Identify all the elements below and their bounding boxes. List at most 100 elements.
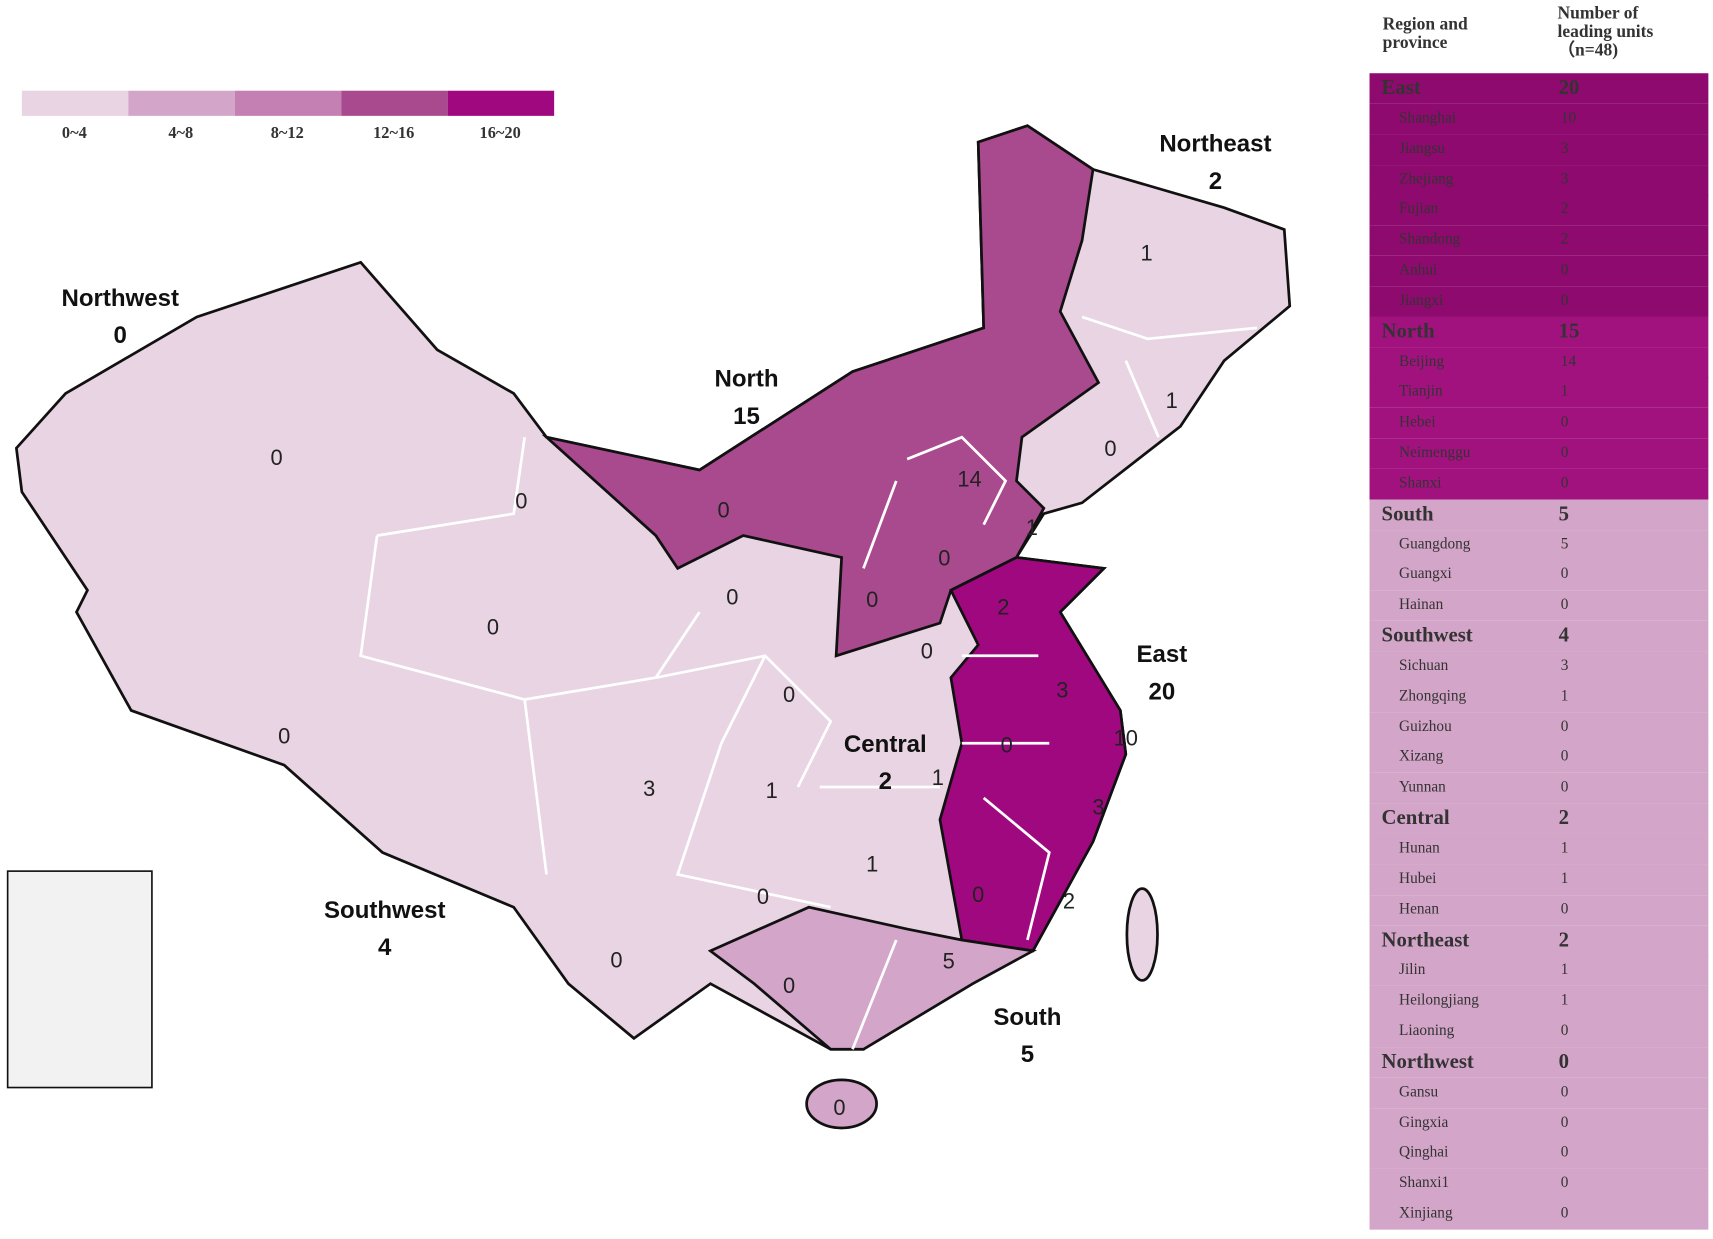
province-count: 1 bbox=[1560, 384, 1569, 401]
region-total: 20 bbox=[1148, 678, 1175, 705]
province-value: 10 bbox=[1114, 726, 1138, 751]
south-region bbox=[707, 905, 1038, 1051]
group-row: South 5 bbox=[1369, 499, 1709, 530]
province-name: Zhejiang bbox=[1399, 171, 1454, 188]
province-value: 1 bbox=[766, 778, 778, 803]
legend-label: 8~12 bbox=[271, 123, 304, 142]
province-row: Shanxi1 0 bbox=[1369, 1168, 1709, 1200]
province-name: Hainan bbox=[1399, 597, 1444, 614]
region-total: 5 bbox=[1021, 1041, 1034, 1068]
province-name: Shanxi bbox=[1399, 475, 1442, 492]
province-count: 0 bbox=[1560, 1175, 1569, 1192]
province-value: 3 bbox=[643, 776, 655, 801]
province-count: 0 bbox=[1560, 292, 1569, 310]
region-name: Central bbox=[1381, 806, 1450, 830]
province-row: Tianjin 1 bbox=[1369, 377, 1709, 409]
table-header: Number of leading units （n=48) bbox=[1557, 4, 1654, 61]
province-row: Shanghai 10 bbox=[1369, 103, 1709, 135]
province-row: Jiangxi 0 bbox=[1369, 286, 1709, 317]
province-count: 0 bbox=[1560, 749, 1569, 766]
province-count: 1 bbox=[1560, 992, 1569, 1010]
province-value: 1 bbox=[1140, 240, 1152, 265]
province-borders bbox=[359, 315, 1258, 1050]
province-row: Hubei 1 bbox=[1369, 864, 1709, 895]
province-count: 0 bbox=[1560, 1114, 1569, 1131]
province-count: 0 bbox=[1560, 779, 1569, 797]
province-value: 14 bbox=[957, 467, 981, 492]
region-total: 2 bbox=[879, 768, 892, 795]
province-name: Qinghai bbox=[1399, 1144, 1449, 1162]
group-row: North 15 bbox=[1369, 316, 1709, 348]
province-count: 0 bbox=[1560, 718, 1569, 736]
province-row: Anhui 0 bbox=[1369, 255, 1709, 287]
province-value: 3 bbox=[1056, 678, 1068, 703]
province-name: Xinjiang bbox=[1399, 1205, 1453, 1223]
province-count: 1 bbox=[1560, 962, 1569, 979]
province-row: Jiangsu 3 bbox=[1369, 134, 1709, 165]
province-value: 0 bbox=[1104, 436, 1116, 461]
province-row: Gingxia 0 bbox=[1369, 1107, 1709, 1139]
province-value: 0 bbox=[726, 585, 738, 610]
group-row: Northeast 2 bbox=[1369, 925, 1709, 956]
region-name: North bbox=[714, 366, 778, 393]
province-count: 2 bbox=[1560, 201, 1569, 218]
province-count: 0 bbox=[1560, 414, 1569, 431]
province-count: 0 bbox=[1560, 597, 1569, 614]
province-name: Anhui bbox=[1399, 262, 1438, 279]
province-count: 1 bbox=[1560, 840, 1569, 857]
region-name: Northwest bbox=[1381, 1050, 1474, 1074]
province-row: Guangdong 5 bbox=[1369, 529, 1709, 561]
province-row: Xinjiang 0 bbox=[1369, 1199, 1709, 1230]
province-value: 0 bbox=[783, 973, 795, 998]
province-name: Yunnan bbox=[1399, 779, 1446, 797]
region-name: South bbox=[993, 1004, 1061, 1031]
region-name: Northeast bbox=[1381, 928, 1470, 952]
province-row: Fujian 2 bbox=[1369, 194, 1709, 226]
province-name: Zhongqing bbox=[1399, 688, 1467, 705]
province-value: 5 bbox=[943, 949, 955, 974]
legend-label: 0~4 bbox=[62, 123, 87, 142]
region-name: Northwest bbox=[61, 285, 179, 312]
province-value: 1 bbox=[1166, 388, 1178, 413]
legend-label: 16~20 bbox=[480, 123, 521, 142]
region-total: 4 bbox=[378, 934, 392, 961]
province-value: 0 bbox=[278, 724, 290, 749]
region-name: East bbox=[1381, 76, 1421, 100]
region-name: South bbox=[1381, 502, 1434, 526]
province-name: Henan bbox=[1399, 901, 1439, 918]
province-name: Jiangxi bbox=[1399, 292, 1444, 310]
province-value: 0 bbox=[717, 497, 729, 522]
province-name: Sichuan bbox=[1399, 657, 1449, 675]
province-count: 1 bbox=[1560, 688, 1569, 705]
region-name: North bbox=[1381, 319, 1435, 343]
legend-swatch bbox=[21, 90, 129, 116]
province-value: 2 bbox=[997, 595, 1009, 620]
province-row: Qinghai 0 bbox=[1369, 1138, 1709, 1169]
legend-label: 12~16 bbox=[373, 123, 414, 142]
province-value: 0 bbox=[921, 638, 933, 663]
taiwan bbox=[1125, 887, 1159, 982]
province-count: 1 bbox=[1560, 870, 1569, 888]
group-row: Central 2 bbox=[1369, 803, 1709, 835]
group-row: Northwest 0 bbox=[1369, 1046, 1709, 1078]
province-name: Shanghai bbox=[1399, 110, 1456, 127]
region-total: 2 bbox=[1209, 168, 1222, 195]
legend-swatch bbox=[447, 90, 555, 116]
region-name: Southwest bbox=[1381, 624, 1473, 648]
province-row: Yunnan 0 bbox=[1369, 773, 1709, 804]
province-value: 1 bbox=[1026, 515, 1038, 540]
province-name: Xizang bbox=[1399, 749, 1444, 766]
province-value: 0 bbox=[1001, 732, 1013, 757]
province-row: Xizang 0 bbox=[1369, 742, 1709, 774]
province-name: Hunan bbox=[1399, 840, 1440, 857]
region-total: 15 bbox=[1558, 319, 1580, 343]
region-total: 2 bbox=[1558, 928, 1570, 952]
province-count: 10 bbox=[1560, 110, 1577, 127]
province-count: 0 bbox=[1560, 444, 1569, 462]
province-row: Neimenggu 0 bbox=[1369, 438, 1709, 469]
region-total: 0 bbox=[114, 322, 127, 349]
region-name: Northeast bbox=[1159, 131, 1271, 158]
province-count: 0 bbox=[1560, 1205, 1569, 1223]
